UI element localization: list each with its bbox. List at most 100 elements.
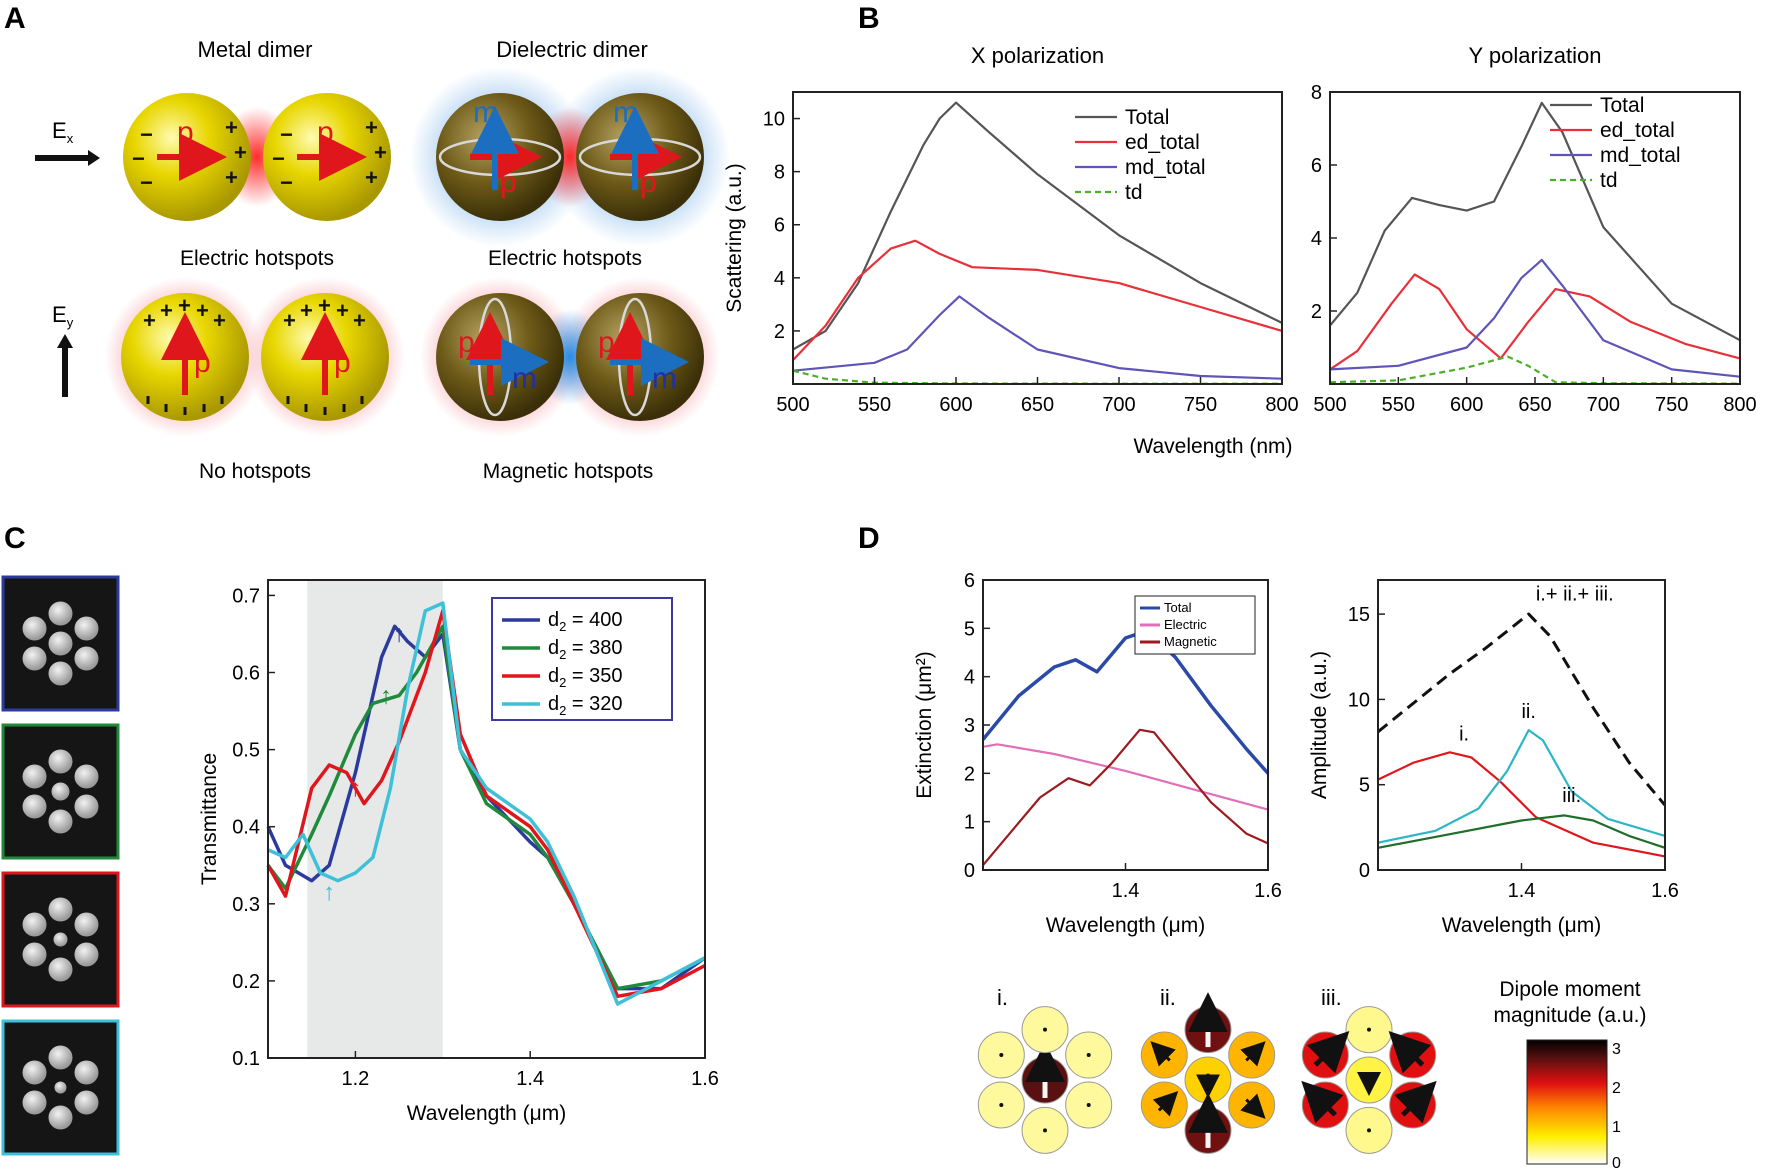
series-line-electric (982, 743, 1269, 811)
ex-arrowhead-icon (88, 150, 100, 166)
sem-particle (22, 616, 47, 641)
colorbar-tick: 3 (1612, 1041, 1621, 1058)
x-tick-label: 550 (1382, 394, 1415, 416)
sem-particle (48, 897, 73, 922)
series-line-ii- (1377, 729, 1666, 844)
charge-plus: + (318, 293, 331, 318)
x-tick-label: 1.4 (1508, 880, 1536, 902)
y-tick-label: 1 (964, 812, 975, 834)
chart-title: X polarization (971, 43, 1104, 68)
sem-center-particle (54, 1081, 67, 1094)
sem-particle (74, 942, 99, 967)
p-label: p (458, 326, 475, 359)
dipole-arrow-icon (1306, 1030, 1350, 1074)
y-tick-label: 0 (964, 860, 975, 882)
y-tick-label: 0.2 (232, 971, 260, 993)
panel-label-d: D (858, 522, 880, 555)
x-tick-label: 1.2 (341, 1068, 369, 1090)
charge-minus: − (140, 170, 153, 195)
dielectric-sphere (436, 293, 564, 421)
mode-label: iii. (1321, 985, 1342, 1010)
legend-label: d2 = 320 (548, 693, 623, 718)
p-label: p (334, 346, 351, 379)
curve-annotation: iii. (1562, 785, 1581, 807)
y-tick-label: 3 (964, 715, 975, 737)
sem-particle (48, 1105, 73, 1130)
x-tick-label: 800 (1723, 394, 1756, 416)
y-tick-label: 0.5 (232, 740, 260, 762)
legend-label: td (1125, 181, 1143, 204)
curve-annotation: ii. (1521, 701, 1535, 723)
colorbar-tick: 1 (1612, 1119, 1621, 1136)
dipole-arrow-icon (1394, 1080, 1437, 1124)
shift-arrow-icon: ↑ (323, 879, 335, 906)
chart-b-y-polarization: 500 550 600 650 700 750 800 2 4 6 8 Y polarization T… (1311, 43, 1757, 416)
ex-label: Ex (52, 118, 74, 146)
x-tick-label: 500 (1313, 394, 1346, 416)
x-tick-label: 800 (1265, 394, 1298, 416)
charge-minus: − (132, 146, 145, 171)
y-axis-label: Transmittance (198, 753, 221, 885)
series-line-md-total (792, 295, 1283, 380)
shaded-region (307, 580, 443, 1058)
m-label: m (512, 362, 537, 395)
metal-dimer-title: Metal dimer (198, 37, 313, 62)
panel-label-a: A (4, 2, 26, 35)
legend-label: md_total (1125, 156, 1206, 179)
legend-label: ed_total (1125, 131, 1200, 154)
charge-plus: + (225, 115, 238, 140)
caption-dielectric-y: Magnetic hotspots (483, 460, 653, 483)
sem-particle (74, 794, 99, 819)
x-tick-label: 1.4 (1112, 880, 1140, 902)
colorbar-tick: 0 (1612, 1155, 1621, 1172)
charge-plus: + (178, 293, 191, 318)
series-line-total (981, 629, 1270, 775)
dipole-dot-icon (1367, 1027, 1371, 1032)
legend-label: Magnetic (1164, 634, 1217, 649)
y-tick-label: 0.1 (232, 1048, 260, 1070)
charge-plus: + (196, 298, 209, 323)
y-tick-label: 6 (964, 570, 975, 592)
sem-particle (74, 764, 99, 789)
charge-plus: + (234, 140, 247, 165)
panel-b: B Wavelength (nm) 500 550 600 650 700 750 800 2… (723, 2, 1757, 458)
sem-center-particle (51, 782, 70, 801)
plot-frame (792, 91, 1283, 385)
sem-particle (22, 794, 47, 819)
series-line-ed-total (792, 239, 1283, 361)
panel-d: D 1.4 1.6 0 1 2 3 4 5 6 Wavelength (μm) Extinction… (858, 522, 1679, 1172)
x-tick-label: 700 (1102, 394, 1135, 416)
y-tick-label: 0.3 (232, 894, 260, 916)
dipole-dot-icon (1367, 1128, 1371, 1133)
series-line-iii- (1377, 814, 1666, 849)
x-tick-label: 1.6 (691, 1068, 719, 1090)
series-line-i- (1377, 751, 1666, 858)
sem-center-particle (48, 631, 73, 656)
sem-particle (48, 957, 73, 982)
charge-plus: + (143, 308, 156, 333)
colorbar-title-2: magnitude (a.u.) (1494, 1004, 1647, 1027)
charge-plus: + (353, 308, 366, 333)
series-line-total (792, 101, 1283, 351)
dipole-dot-icon (1043, 1128, 1047, 1133)
y-tick-label: 6 (1311, 155, 1322, 177)
m-label: m (652, 362, 677, 395)
dipole-dot-icon (999, 1102, 1004, 1107)
y-tick-label: 0.6 (232, 663, 260, 685)
y-tick-label: 0.4 (232, 817, 260, 839)
legend-label: Electric (1164, 617, 1207, 632)
legend-label: Total (1164, 600, 1192, 615)
shift-arrow-icon: ↑ (380, 682, 392, 709)
y-tick-label: 8 (1311, 82, 1322, 104)
sem-particle (48, 749, 73, 774)
sem-particle (48, 1045, 73, 1070)
charge-plus: + (365, 165, 378, 190)
legend-label: d2 = 350 (548, 665, 623, 690)
y-tick-label: 8 (774, 162, 785, 184)
p-label: p (640, 166, 657, 199)
dielectric-dimer-title: Dielectric dimer (496, 37, 648, 62)
panel-label-b: B (858, 2, 880, 35)
metal-dimer-y: p p + + + + + + + + + + (105, 277, 405, 437)
caption-metal-y: No hotspots (199, 460, 311, 483)
p-label: p (194, 346, 211, 379)
